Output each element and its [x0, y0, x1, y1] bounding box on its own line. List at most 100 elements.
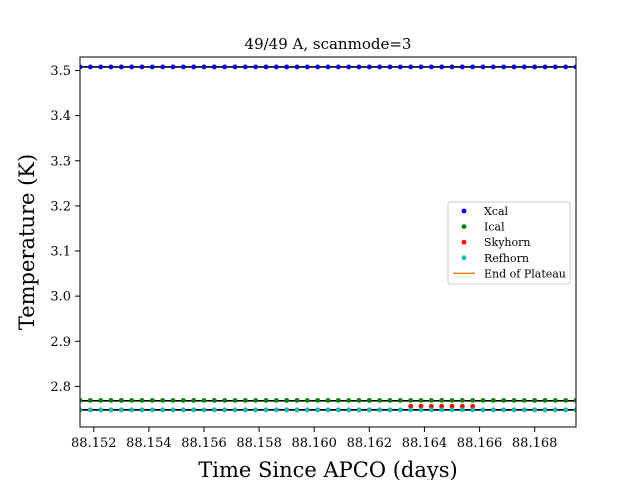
refhorn-point [170, 407, 176, 413]
ical-point [232, 397, 238, 403]
refhorn-point [87, 407, 93, 413]
refhorn-point [129, 407, 135, 413]
refhorn-point [232, 407, 238, 413]
refhorn-point [222, 407, 228, 413]
refhorn-point [118, 407, 124, 413]
legend-label-xcal: Xcal [484, 205, 509, 218]
xcal-point [139, 64, 145, 70]
legend-swatch-refhorn [461, 255, 467, 261]
refhorn-point [470, 407, 476, 413]
x-tick-label: 88.158 [236, 436, 282, 451]
refhorn-point [501, 407, 507, 413]
y-tick-label: 3.3 [50, 154, 71, 169]
ical-point [501, 397, 507, 403]
ical-point [480, 397, 486, 403]
xcal-point [325, 64, 331, 70]
legend-box [447, 201, 571, 285]
ical-point [242, 397, 248, 403]
xcal-point [387, 64, 393, 70]
legend-label-end-of-plateau: End of Plateau [484, 267, 566, 280]
xcal-point [408, 64, 414, 70]
series-group [80, 64, 576, 413]
y-axis-label: Temperature (K) [15, 154, 39, 330]
ical-point [552, 397, 558, 403]
ical-point [397, 397, 403, 403]
xcal-point [397, 64, 403, 70]
xcal-point [98, 64, 104, 70]
plot-area [80, 64, 576, 413]
refhorn-point [242, 407, 248, 413]
refhorn-point [366, 407, 372, 413]
ical-point [180, 397, 186, 403]
xcal-point [335, 64, 341, 70]
x-tick-label: 88.156 [181, 436, 227, 451]
xcal-point [356, 64, 362, 70]
y-tick-label: 2.8 [50, 380, 71, 395]
ical-point [273, 397, 279, 403]
ical-point [149, 397, 155, 403]
legend-label-skyhorn: Skyhorn [484, 236, 530, 249]
refhorn-point [253, 407, 259, 413]
refhorn-point [377, 407, 383, 413]
ical-point [532, 397, 538, 403]
xcal-point [449, 64, 455, 70]
refhorn-point [315, 407, 321, 413]
xcal-point [242, 64, 248, 70]
xcal-point [253, 64, 259, 70]
ical-point [129, 397, 135, 403]
ical-point [511, 397, 517, 403]
ical-point [80, 397, 83, 403]
xcal-point [366, 64, 372, 70]
x-tick-label: 88.152 [71, 436, 117, 451]
xcal-point [439, 64, 445, 70]
legend-swatch-ical [461, 224, 467, 230]
refhorn-point [418, 407, 424, 413]
refhorn-point [346, 407, 352, 413]
xcal-point [263, 64, 269, 70]
legend-swatch-skyhorn [461, 239, 467, 245]
ical-point [563, 397, 569, 403]
refhorn-point [325, 407, 331, 413]
ical-point [346, 397, 352, 403]
refhorn-point [573, 407, 576, 413]
ical-point [377, 397, 383, 403]
refhorn-point [563, 407, 569, 413]
refhorn-point [490, 407, 496, 413]
ical-point [315, 397, 321, 403]
refhorn-point [201, 407, 207, 413]
ical-point [87, 397, 93, 403]
refhorn-point [304, 407, 310, 413]
refhorn-point [480, 407, 486, 413]
ical-point [335, 397, 341, 403]
xcal-point [501, 64, 507, 70]
ical-point [191, 397, 197, 403]
refhorn-point [98, 407, 104, 413]
ical-point [294, 397, 300, 403]
x-tick-label: 88.164 [402, 436, 448, 451]
refhorn-point [428, 407, 434, 413]
refhorn-point [139, 407, 145, 413]
xcal-point [418, 64, 424, 70]
ical-point [449, 397, 455, 403]
refhorn-point [356, 407, 362, 413]
xcal-point [470, 64, 476, 70]
ical-point [366, 397, 372, 403]
ical-point [459, 397, 465, 403]
skyhorn-point [439, 403, 445, 409]
xcal-point [304, 64, 310, 70]
refhorn-point [211, 407, 217, 413]
xcal-point [180, 64, 186, 70]
skyhorn-point [418, 403, 424, 409]
xcal-point [315, 64, 321, 70]
xcal-point [273, 64, 279, 70]
y-tick-label: 2.9 [50, 335, 71, 350]
ical-point [201, 397, 207, 403]
ical-point [118, 397, 124, 403]
refhorn-point [521, 407, 527, 413]
xcal-point [170, 64, 176, 70]
xcal-point [428, 64, 434, 70]
y-tick-label: 3.1 [50, 245, 71, 260]
refhorn-point [294, 407, 300, 413]
ical-point [325, 397, 331, 403]
